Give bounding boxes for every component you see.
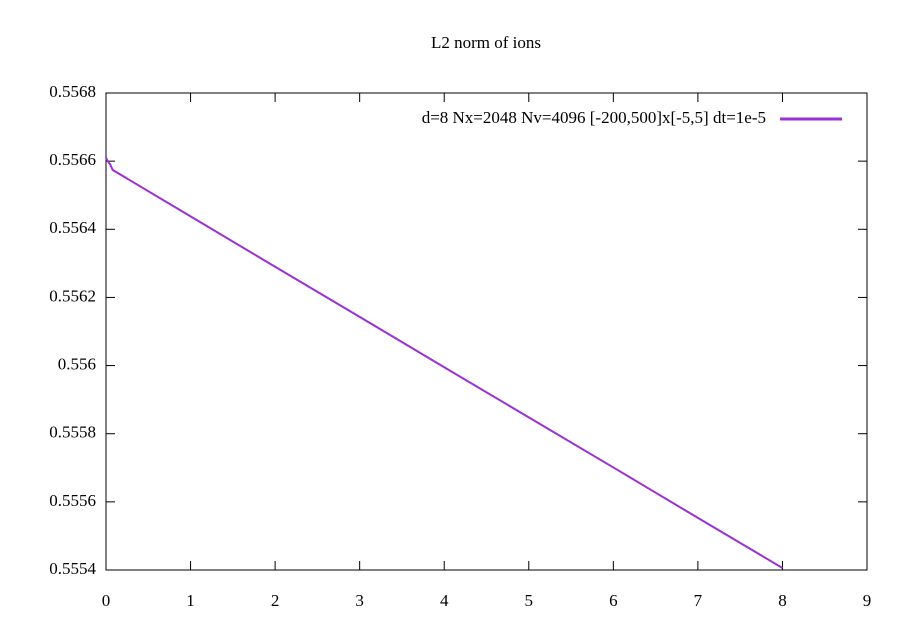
x-tick-label: 0 [102, 591, 111, 610]
y-tick-label: 0.556 [58, 354, 96, 373]
x-tick-label: 8 [778, 591, 787, 610]
y-tick-label: 0.5554 [49, 559, 96, 578]
y-tick-label: 0.5562 [49, 286, 96, 305]
x-tick-label: 4 [440, 591, 449, 610]
x-tick-label: 2 [271, 591, 280, 610]
x-tick-label: 7 [694, 591, 703, 610]
y-tick-label: 0.5564 [49, 218, 96, 237]
x-tick-label: 1 [186, 591, 195, 610]
plot-border [105, 92, 868, 571]
x-tick-label: 5 [525, 591, 534, 610]
chart-title: L2 norm of ions [431, 33, 541, 52]
y-tick-label: 0.5558 [49, 423, 96, 442]
legend-label: d=8 Nx=2048 Nv=4096 [-200,500]x[-5,5] dt… [422, 108, 766, 127]
data-line [105, 157, 783, 569]
y-tick-label: 0.5568 [49, 82, 96, 101]
y-tick-label: 0.5556 [49, 491, 96, 510]
x-tick-label: 6 [609, 591, 618, 610]
y-tick-label: 0.5566 [49, 150, 96, 169]
x-tick-label: 3 [355, 591, 364, 610]
x-tick-label: 9 [863, 591, 872, 610]
